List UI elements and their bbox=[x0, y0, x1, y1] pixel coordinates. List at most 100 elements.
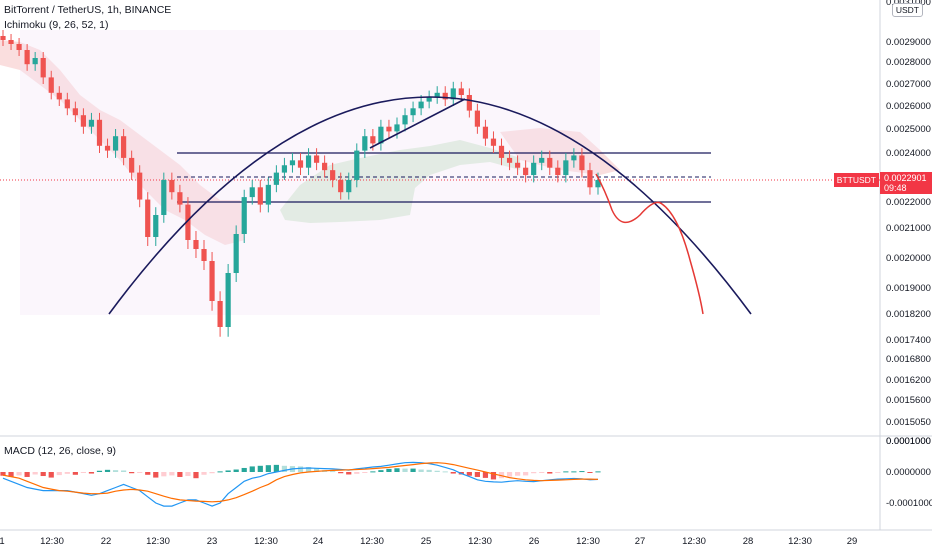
last-price-value: 0.0022901 bbox=[884, 173, 927, 183]
macd-axis: 0.0001000 0.0000000 -0.0001000 bbox=[886, 436, 932, 509]
candle-body bbox=[209, 261, 215, 301]
time-tick-label: 12:30 bbox=[788, 536, 812, 547]
macd-histogram-bar bbox=[426, 469, 432, 472]
macd-histogram-bar bbox=[450, 472, 456, 474]
candle-body bbox=[322, 162, 328, 171]
candle-body bbox=[362, 136, 368, 151]
macd-histogram-bar bbox=[145, 472, 151, 475]
macd-histogram-bar bbox=[273, 464, 279, 472]
candle-body bbox=[338, 179, 344, 193]
macd-histogram-bar bbox=[153, 472, 159, 478]
macd-histogram-bar bbox=[257, 465, 263, 472]
price-tick-label: 0.0016200 bbox=[886, 375, 931, 386]
price-tick-label: 0.0025000 bbox=[886, 124, 931, 135]
chart-title: BitTorrent / TetherUS, 1h, BINANCE bbox=[4, 4, 172, 16]
macd-histogram-bar bbox=[209, 472, 215, 474]
currency-button[interactable]: USDT bbox=[891, 3, 923, 17]
macd-histogram-bar bbox=[378, 470, 384, 472]
candle-body bbox=[346, 179, 352, 193]
time-tick-label: 12:30 bbox=[146, 536, 170, 547]
candle-body bbox=[281, 165, 288, 173]
macd-line bbox=[2, 461, 599, 507]
time-tick-label: 12:30 bbox=[468, 536, 492, 547]
candle-body bbox=[8, 40, 14, 44]
candle-body bbox=[555, 167, 561, 176]
macd-histogram-bar bbox=[56, 472, 62, 476]
macd-histogram-bar bbox=[466, 472, 472, 476]
price-axis: 0.0029000 0.0028000 0.0027000 0.0026000 0.00… bbox=[886, 0, 931, 447]
macd-histogram-bar bbox=[514, 472, 521, 476]
candle-body bbox=[539, 157, 545, 163]
candle-body bbox=[370, 136, 376, 144]
candle-body bbox=[80, 115, 87, 127]
time-tick-label: 12:30 bbox=[682, 536, 706, 547]
candle-body bbox=[72, 108, 78, 116]
macd-histogram-bar bbox=[506, 472, 513, 477]
time-tick-label: 28 bbox=[743, 536, 754, 547]
candle-body bbox=[313, 155, 320, 163]
candle-body bbox=[169, 179, 175, 193]
candle-body bbox=[418, 101, 424, 109]
price-tick-label: 0.0015600 bbox=[886, 395, 931, 406]
macd-histogram-bar bbox=[555, 472, 561, 473]
candle-body bbox=[104, 145, 111, 151]
candle-body bbox=[442, 92, 448, 100]
candle-body bbox=[193, 240, 199, 249]
candle-body bbox=[305, 155, 312, 168]
time-tick-label: 12:30 bbox=[360, 536, 384, 547]
macd-histogram-bar bbox=[96, 470, 103, 472]
candle-body bbox=[458, 88, 464, 95]
macd-histogram-bar bbox=[8, 472, 14, 477]
candle-body bbox=[571, 155, 577, 161]
macd-histogram-bar bbox=[72, 472, 78, 475]
macd-histogram-bar bbox=[346, 472, 352, 475]
candle-body bbox=[241, 197, 247, 234]
macd-histogram-bar bbox=[24, 472, 30, 477]
candle-body bbox=[354, 150, 360, 180]
candle-body bbox=[161, 179, 167, 215]
candle-body bbox=[506, 157, 513, 163]
time-tick-label: 12:30 bbox=[40, 536, 64, 547]
candle-body bbox=[514, 162, 521, 168]
candle-body bbox=[201, 249, 207, 261]
macd-histogram-bar bbox=[249, 466, 255, 472]
candle-body bbox=[64, 99, 70, 109]
candle-body bbox=[32, 58, 38, 65]
macd-histogram-bar bbox=[394, 468, 400, 472]
candle-body bbox=[450, 88, 456, 100]
macd-histogram-bar bbox=[233, 469, 239, 472]
macd-histogram-bar bbox=[402, 468, 408, 472]
drawings bbox=[108, 96, 752, 315]
macd-histogram-bar bbox=[112, 470, 119, 472]
macd-histogram-bar bbox=[121, 470, 127, 472]
macd-tick-label: 0.0001000 bbox=[886, 436, 931, 447]
candle-body bbox=[265, 184, 271, 205]
candle-body bbox=[547, 157, 553, 168]
macd-histogram-bar bbox=[474, 472, 480, 477]
price-tick-label: 0.0026000 bbox=[886, 101, 931, 112]
candle-body bbox=[145, 199, 151, 237]
macd-histogram-bar bbox=[490, 472, 497, 480]
candle-body bbox=[426, 97, 432, 102]
candle-body bbox=[273, 172, 279, 185]
macd-histogram-bar bbox=[48, 472, 54, 478]
macd-histogram-bar bbox=[338, 472, 344, 474]
candle-body bbox=[434, 92, 440, 98]
macd-histogram-bar bbox=[241, 467, 247, 472]
candle-body bbox=[112, 136, 119, 151]
macd-histogram-bar bbox=[137, 472, 143, 473]
candle-body bbox=[490, 138, 497, 146]
countdown-value: 09:48 bbox=[884, 183, 907, 193]
candle-body bbox=[498, 145, 505, 158]
macd-tick-label: -0.0001000 bbox=[886, 498, 932, 509]
price-tick-label: 0.0021000 bbox=[886, 223, 931, 234]
macd-histogram-bar bbox=[201, 472, 207, 475]
macd-histogram-bar bbox=[330, 471, 336, 473]
macd-histogram-bar bbox=[563, 471, 569, 473]
time-tick-label: 23 bbox=[207, 536, 218, 547]
macd-histogram-bar bbox=[579, 471, 585, 473]
macd-histogram-bar bbox=[362, 472, 368, 473]
macd-histogram-bar bbox=[354, 472, 360, 474]
macd-histogram-bar bbox=[386, 468, 392, 472]
